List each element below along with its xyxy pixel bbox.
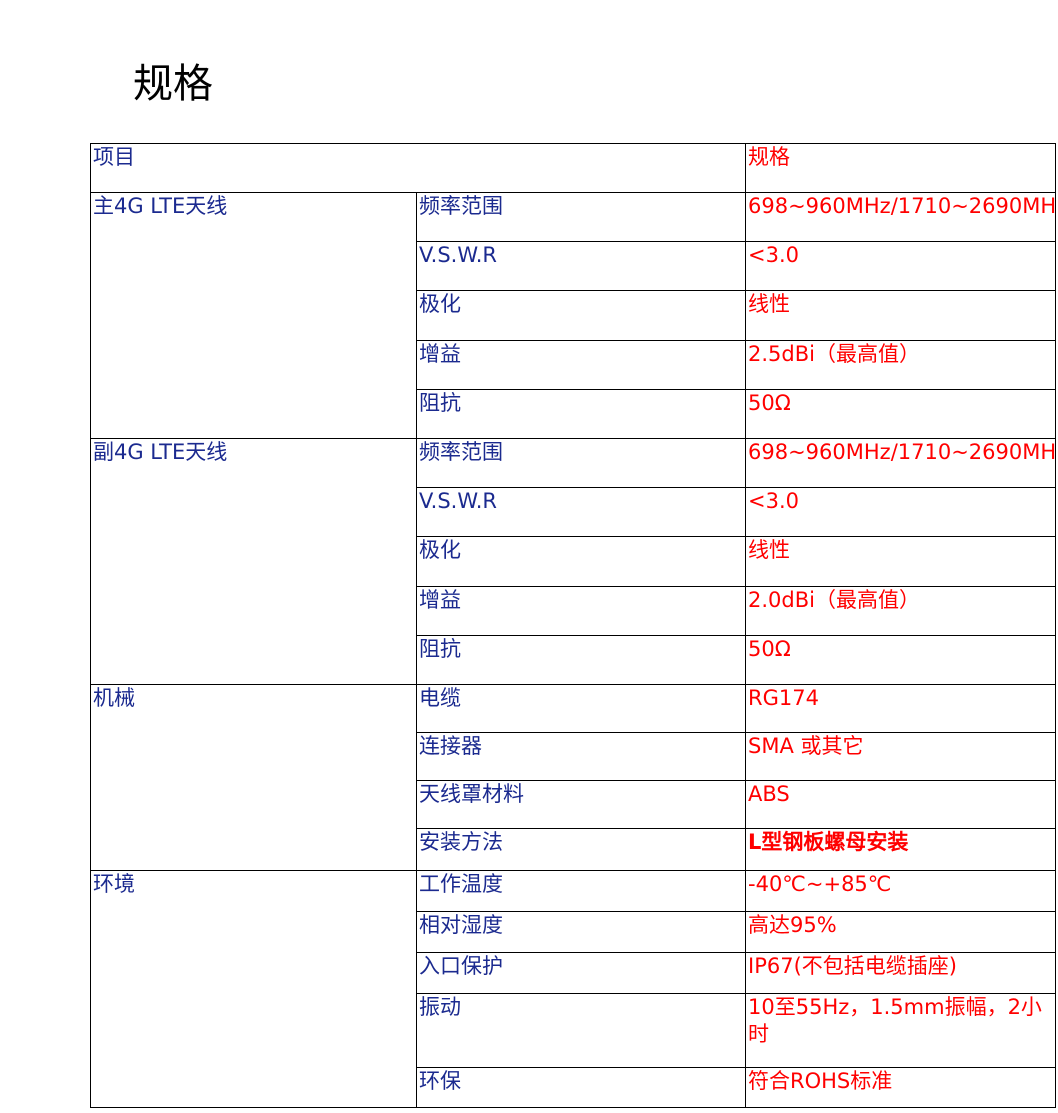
- header-spec: 规格: [745, 143, 1056, 193]
- table-row: 连接器 SMA 或其它: [91, 732, 1056, 781]
- table-row: 副4G LTE天线 频率范围 698~960MHz/1710~2690MHz: [90, 438, 1056, 685]
- table-row: 环境 工作温度 -40℃~+85℃: [90, 870, 1056, 1108]
- value-cell: 50Ω: [745, 635, 1056, 685]
- table-row: 入口保护 IP67(不包括电缆插座): [91, 952, 1056, 994]
- value-cell: 698~960MHz/1710~2690MHz: [745, 438, 1056, 488]
- param-cell: 频率范围: [416, 192, 746, 242]
- param-cell: 极化: [416, 290, 746, 341]
- param-cell: V.S.W.R: [416, 487, 746, 537]
- value-cell: ABS: [745, 780, 1056, 829]
- param-cell: 频率范围: [416, 438, 746, 488]
- table-row: 机械 电缆 RG174: [90, 684, 1056, 871]
- header-item: 项目: [90, 143, 746, 193]
- param-cell: V.S.W.R: [416, 241, 746, 291]
- value-cell: 2.5dBi（最高值）: [745, 340, 1056, 390]
- table-row: 极化 线性: [91, 536, 1056, 587]
- param-cell: 增益: [416, 340, 746, 390]
- table-header-row: 项目 规格: [90, 143, 1056, 193]
- spec-table: 项目 规格 主4G LTE天线 频率范围 698~960MHz/1710~269…: [90, 143, 1056, 1108]
- value-cell: RG174: [745, 684, 1056, 733]
- value-cell: -40℃~+85℃: [745, 870, 1056, 912]
- param-cell: 阻抗: [416, 635, 746, 685]
- param-cell: 增益: [416, 586, 746, 636]
- param-cell: 相对湿度: [416, 911, 746, 953]
- value-cell: <3.0: [745, 241, 1056, 291]
- value-cell: 50Ω: [745, 389, 1056, 439]
- param-cell: 振动: [416, 993, 746, 1068]
- value-cell: 符合ROHS标准: [745, 1067, 1056, 1108]
- table-row: V.S.W.R <3.0: [91, 241, 1056, 291]
- table-row: 环保 符合ROHS标准: [91, 1067, 1056, 1108]
- table-row: 振动 10至55Hz，1.5mm振幅，2小时: [91, 993, 1056, 1068]
- value-cell: 线性: [745, 290, 1056, 341]
- section-name: 主4G LTE天线: [90, 192, 417, 439]
- value-cell: 线性: [745, 536, 1056, 587]
- value-cell: IP67(不包括电缆插座): [745, 952, 1056, 994]
- table-row: 阻抗 50Ω: [91, 635, 1056, 685]
- section-name: 环境: [90, 870, 417, 1108]
- value-cell: 高达95%: [745, 911, 1056, 953]
- section-name: 副4G LTE天线: [90, 438, 417, 685]
- param-cell: 电缆: [416, 684, 746, 733]
- param-cell: 天线罩材料: [416, 780, 746, 829]
- value-cell: 698~960MHz/1710~2690MHz: [745, 192, 1056, 242]
- table-row: V.S.W.R <3.0: [91, 487, 1056, 537]
- table-row: 增益 2.0dBi（最高值）: [91, 586, 1056, 636]
- value-cell: L型钢板螺母安装: [745, 828, 1056, 871]
- table-row: 主4G LTE天线 频率范围 698~960MHz/1710~2690MHz: [90, 192, 1056, 439]
- param-cell: 极化: [416, 536, 746, 587]
- section-name: 机械: [90, 684, 417, 871]
- value-cell: 2.0dBi（最高值）: [745, 586, 1056, 636]
- table-row: 天线罩材料 ABS: [91, 780, 1056, 829]
- param-cell: 工作温度: [416, 870, 746, 912]
- table-row: 安装方法 L型钢板螺母安装: [91, 828, 1056, 871]
- param-cell: 阻抗: [416, 389, 746, 439]
- param-cell: 入口保护: [416, 952, 746, 994]
- value-cell: <3.0: [745, 487, 1056, 537]
- value-cell: 10至55Hz，1.5mm振幅，2小时: [745, 993, 1056, 1068]
- page-title: 规格: [133, 61, 213, 107]
- param-cell: 连接器: [416, 732, 746, 781]
- param-cell: 安装方法: [416, 828, 746, 871]
- param-cell: 环保: [416, 1067, 746, 1108]
- value-cell: SMA 或其它: [745, 732, 1056, 781]
- table-row: 相对湿度 高达95%: [91, 911, 1056, 953]
